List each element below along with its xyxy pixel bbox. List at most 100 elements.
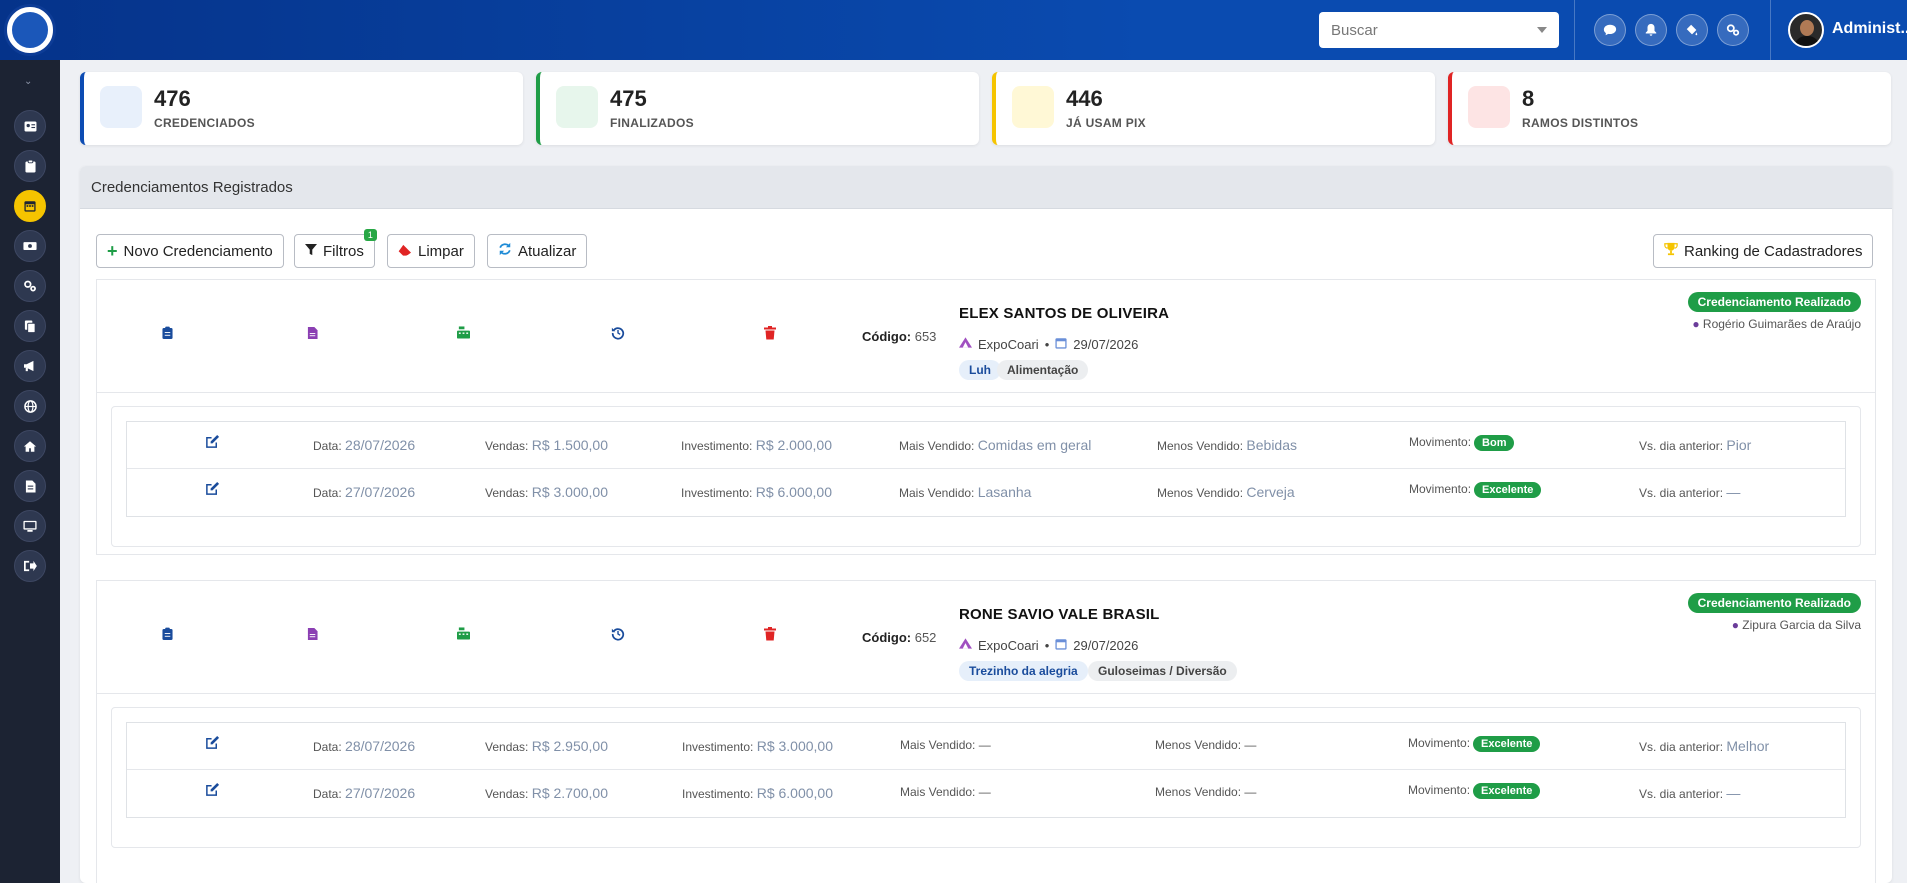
entries-box: Data: 28/07/2026 Vendas: R$ 2.950,00 Inv… [111,707,1861,848]
table-row: Data: 27/07/2026 Vendas: R$ 2.700,00 Inv… [127,770,1845,817]
record-meta: ExpoCoari • 29/07/2026 [959,638,1138,653]
id-card-icon[interactable] [14,110,46,142]
credenciamentos-panel: Credenciamentos Registrados + Novo Crede… [80,166,1892,883]
megaphone-icon[interactable] [14,350,46,382]
meta-separator: • [1044,638,1050,653]
chevron-down-icon[interactable]: ⌄ [24,76,33,87]
cell-investimento: Investimento: R$ 3.000,00 [682,738,833,754]
clipboard-icon[interactable] [14,150,46,182]
vendas-label: Vendas: [485,439,529,453]
codigo-field: Código: 653 [862,329,936,344]
vendas-value: R$ 3.000,00 [531,484,609,500]
copy-icon[interactable] [14,310,46,342]
filtros-button[interactable]: Filtros 1 [294,229,377,268]
avatar[interactable] [1788,12,1824,48]
cell-vs-dia: Vs. dia anterior: — [1639,785,1740,801]
investimento-value: R$ 3.000,00 [756,738,834,754]
globe-icon[interactable] [14,390,46,422]
event-date: 29/07/2026 [1073,337,1139,352]
movimento-label: Movimento: [1408,736,1471,750]
movimento-badge: Excelente [1473,783,1541,799]
paint-bucket-icon[interactable] [1676,14,1708,46]
stat-label: RAMOS DISTINTOS [1522,116,1639,130]
tag-category: Alimentação [997,360,1089,380]
limpar-button[interactable]: Limpar [387,234,475,268]
edit-icon[interactable] [205,434,220,454]
stat-card-ramos: 8 RAMOS DISTINTOS [1448,72,1891,145]
cell-mais-vendido: Mais Vendido: Lasanha [899,484,1031,500]
file-icon[interactable] [14,470,46,502]
stat-card-finalizados: 475 FINALIZADOS [536,72,979,145]
ranking-button[interactable]: Ranking de Cadastradores [1653,234,1874,268]
file-icon[interactable] [307,627,318,645]
tent-icon [959,638,972,653]
movimento-label: Movimento: [1408,783,1471,797]
search-select[interactable]: Buscar [1319,12,1559,48]
cell-menos-vendido: Menos Vendido: — [1155,785,1256,799]
codigo-value: 652 [914,630,937,645]
cogs-icon[interactable] [1717,14,1749,46]
home-icon[interactable] [14,430,46,462]
brand-logo[interactable] [4,4,56,56]
cash-register-icon[interactable] [456,326,471,343]
data-label: Data: [313,439,342,453]
cell-movimento: Movimento: Excelente [1409,482,1542,498]
movimento-badge: Bom [1474,435,1515,451]
cash-register-icon[interactable] [456,627,471,644]
mais-vendido-label: Mais Vendido: [899,439,975,453]
vendas-label: Vendas: [485,486,529,500]
vs-dia-value: Melhor [1726,738,1770,754]
trash-icon[interactable] [764,627,776,645]
history-icon[interactable] [611,627,625,645]
cell-investimento: Investimento: R$ 6.000,00 [682,785,833,801]
username[interactable]: Administ... [1832,20,1907,37]
data-value: 27/07/2026 [345,785,416,801]
cell-mais-vendido: Mais Vendido: Comidas em geral [899,437,1091,453]
chat-icon[interactable] [1594,14,1626,46]
registrar-name: Rogério Guimarães de Araújo [1702,317,1861,331]
status-badge: Credenciamento Realizado [1687,593,1861,613]
desktop-icon[interactable] [14,510,46,542]
atualizar-label: Atualizar [518,242,577,260]
credenciamento-record: Código: 652 RONE SAVIO VALE BRASIL ExpoC… [96,580,1876,883]
movimento-label: Movimento: [1409,435,1472,449]
plus-icon: + [107,241,118,261]
mais-vendido-value: — [978,738,991,752]
atualizar-button[interactable]: Atualizar [487,234,588,268]
table-row: Data: 27/07/2026 Vendas: R$ 3.000,00 Inv… [127,469,1845,516]
stat-label: CREDENCIADOS [154,116,255,130]
status-badge: Credenciamento Realizado [1687,292,1861,312]
stat-card-credenciados: 476 CREDENCIADOS [80,72,523,145]
novo-credenciamento-button[interactable]: + Novo Credenciamento [96,234,284,268]
tag-category: Guloseimas / Diversão [1088,661,1237,681]
movimento-badge: Excelente [1473,736,1541,752]
eraser-icon [398,243,412,260]
clipboard-icon[interactable] [162,326,173,344]
trash-icon[interactable] [764,326,776,344]
menos-vendido-label: Menos Vendido: [1157,486,1244,500]
cell-vendas: Vendas: R$ 1.500,00 [485,437,608,453]
edit-icon[interactable] [205,735,220,755]
menos-vendido-label: Menos Vendido: [1157,439,1244,453]
data-value: 28/07/2026 [345,437,416,453]
cell-data: Data: 27/07/2026 [313,785,415,801]
cogs-icon[interactable] [14,270,46,302]
cell-mais-vendido: Mais Vendido: — [900,738,991,752]
menos-vendido-label: Menos Vendido: [1155,738,1242,752]
data-value: 28/07/2026 [345,738,416,754]
bell-icon[interactable] [1635,14,1667,46]
clipboard-icon[interactable] [162,627,173,645]
history-icon[interactable] [611,326,625,344]
calendar-icon[interactable] [14,190,46,222]
edit-icon[interactable] [205,782,220,802]
search-placeholder: Buscar [1331,21,1378,39]
file-icon[interactable] [307,326,318,344]
sign-out-icon[interactable] [14,550,46,582]
vs-dia-label: Vs. dia anterior: [1639,787,1724,801]
user-icon: ● [1731,618,1739,632]
top-header: Buscar Administ... [0,0,1907,60]
money-icon[interactable] [14,230,46,262]
edit-icon[interactable] [205,481,220,501]
calendar-icon [1055,337,1067,352]
stat-label: JÁ USAM PIX [1066,116,1146,130]
